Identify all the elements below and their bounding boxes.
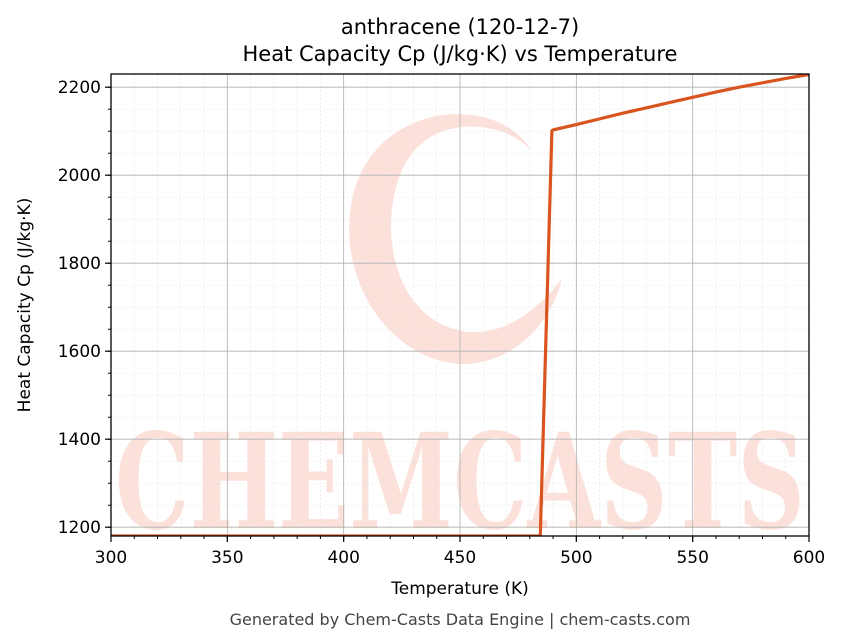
y-tick-label: 2000 bbox=[58, 166, 101, 186]
x-tick-label: 600 bbox=[793, 548, 825, 568]
footer-credit: Generated by Chem-Casts Data Engine | ch… bbox=[230, 610, 691, 629]
x-tick-label: 500 bbox=[560, 548, 592, 568]
major-grid bbox=[110, 74, 810, 536]
y-axis-label: Heat Capacity Cp (J/kg·K) bbox=[15, 198, 35, 413]
x-axis-ticks: 300 350 400 450 500 550 600 bbox=[95, 536, 825, 568]
y-tick-label: 1600 bbox=[58, 342, 101, 362]
y-tick-label: 2200 bbox=[58, 78, 101, 98]
x-tick-label: 450 bbox=[444, 548, 476, 568]
y-tick-label: 1200 bbox=[58, 518, 101, 538]
x-tick-label: 550 bbox=[676, 548, 708, 568]
chart-subtitle: Heat Capacity Cp (J/kg·K) vs Temperature bbox=[243, 42, 678, 66]
plot-frame bbox=[110, 73, 810, 537]
series-line bbox=[111, 74, 809, 536]
y-axis-ticks: 1200 1400 1600 1800 2000 2200 bbox=[58, 78, 111, 538]
x-tick-label: 300 bbox=[95, 548, 127, 568]
x-tick-label: 350 bbox=[211, 548, 243, 568]
chart-title: anthracene (120-12-7) bbox=[341, 15, 579, 39]
y-tick-label: 1400 bbox=[58, 430, 101, 450]
x-tick-label: 400 bbox=[327, 548, 359, 568]
watermark-logo bbox=[349, 114, 562, 364]
y-tick-label: 1800 bbox=[58, 254, 101, 274]
x-axis-label: Temperature (K) bbox=[390, 579, 529, 599]
